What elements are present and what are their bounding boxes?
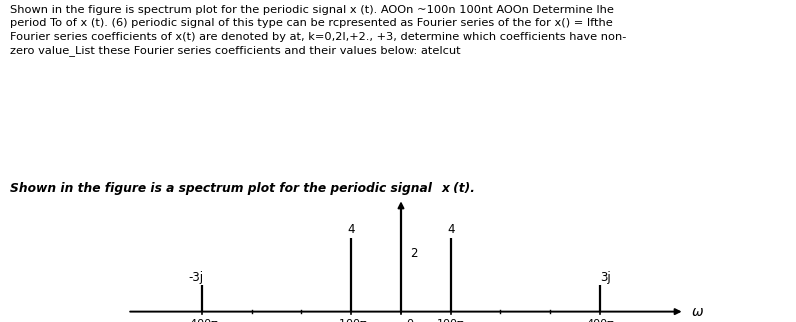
- Text: 4: 4: [447, 223, 455, 236]
- Text: 400π: 400π: [586, 319, 614, 322]
- Text: Shown in the figure is a spectrum plot for the periodic signal: Shown in the figure is a spectrum plot f…: [10, 182, 436, 195]
- Text: 4: 4: [348, 223, 355, 236]
- Text: 3j: 3j: [600, 271, 611, 284]
- Text: 2: 2: [410, 247, 417, 260]
- Text: 0: 0: [407, 319, 413, 322]
- Text: -100π: -100π: [335, 319, 367, 322]
- Text: -3j: -3j: [189, 271, 204, 284]
- Text: x (t).: x (t).: [442, 182, 476, 195]
- Text: ω: ω: [692, 305, 704, 318]
- Text: 100π: 100π: [437, 319, 465, 322]
- Text: Shown in the figure is spectrum plot for the periodic signal x (t). AOOn ~100n 1: Shown in the figure is spectrum plot for…: [10, 5, 626, 56]
- Text: -400π: -400π: [186, 319, 218, 322]
